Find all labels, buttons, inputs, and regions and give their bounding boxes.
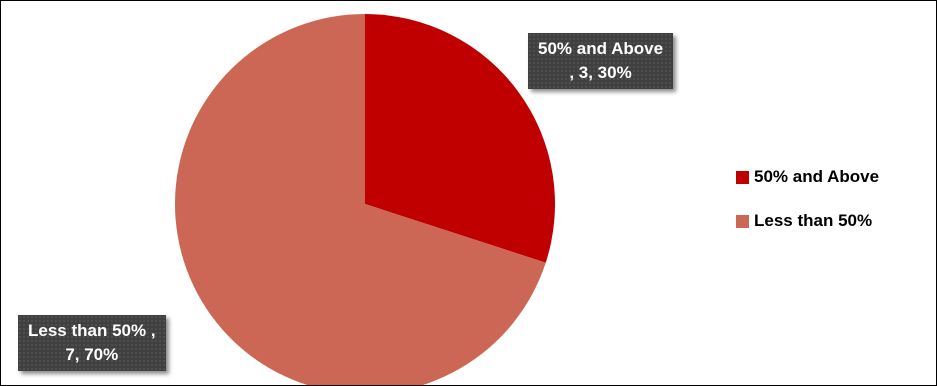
legend: 50% and Above Less than 50%	[736, 165, 879, 253]
pie-slice-50-and-above	[365, 14, 555, 263]
legend-item-less-than-50: Less than 50%	[736, 209, 879, 233]
data-label-50-and-above-line1: 50% and Above	[538, 39, 664, 58]
data-label-less-than-50-line2: 7, 70%	[65, 345, 119, 364]
legend-swatch-less-than-50	[736, 214, 749, 228]
legend-swatch-50-and-above	[736, 170, 749, 184]
legend-item-50-and-above: 50% and Above	[736, 165, 879, 189]
data-label-less-than-50: Less than 50% , 7, 70%	[18, 315, 166, 371]
legend-label-less-than-50: Less than 50%	[754, 211, 873, 230]
pie-slice-less-than-50	[175, 14, 546, 385]
data-label-less-than-50-line1: Less than 50% ,	[28, 321, 156, 340]
data-label-50-and-above: 50% and Above , 3, 30%	[528, 33, 674, 89]
data-label-50-and-above-line2: , 3, 30%	[569, 63, 632, 82]
legend-label-50-and-above: 50% and Above	[754, 167, 880, 186]
